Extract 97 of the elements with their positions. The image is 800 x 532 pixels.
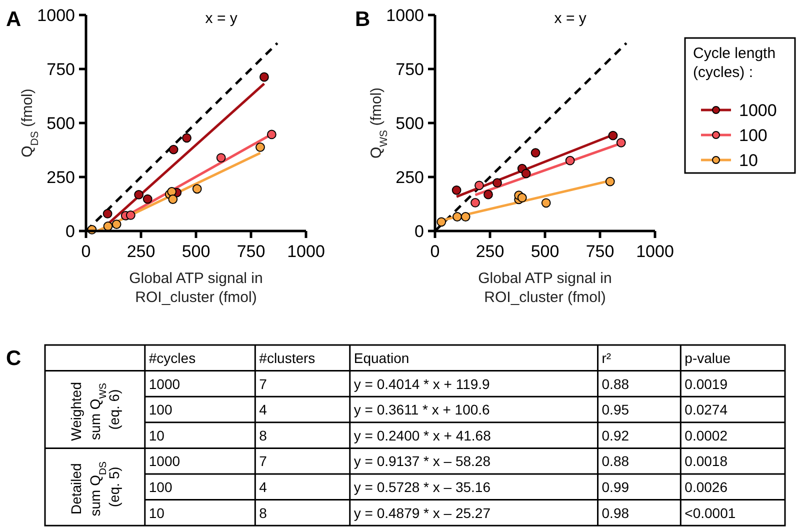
text: 0.0002 [684,427,728,444]
point [112,220,122,230]
point [436,217,446,227]
text: 0.0026 [684,479,728,495]
point [492,178,502,188]
y-tick-label: 250 [46,168,75,187]
text: 10 [148,504,164,521]
point [103,222,113,231]
category-label: #clusters [259,350,316,366]
x-tick-label: 250 [476,242,504,261]
chart-title: B [355,8,370,31]
x-tick-label: 500 [530,242,560,261]
point [192,184,202,194]
y-tick-label: 500 [46,114,75,133]
text: 0.99 [602,479,630,495]
point [541,198,551,208]
point [256,142,265,152]
y-tick-label: 0 [414,222,424,241]
text: 8 [259,504,267,521]
text: 100 [148,402,172,418]
y-tick-label: 1000 [37,6,75,25]
point [605,176,615,186]
x-tick-label: 250 [126,242,156,261]
x-axis-title: Global ATP signal in ROI_cluster (fmol) [129,270,263,306]
x-axis-title: Global ATP signal in ROI_cluster (fmol) [478,270,612,306]
chart-title: A [6,8,22,31]
point [167,186,176,196]
category-label: r² [602,350,612,366]
category-label: #cycles [148,350,196,366]
text: 8 [259,427,267,444]
text: 0.92 [602,427,630,444]
point [266,130,276,140]
text: 0.88 [602,453,630,470]
point [470,198,480,208]
x-tick-label: 0 [430,242,440,261]
text: y = 0.3611 * x + 100.6 [354,402,490,418]
legend-label: 10 [739,151,758,170]
point [474,180,484,190]
point [260,72,269,82]
point [521,168,531,178]
text: 4 [259,402,267,418]
y-tick-label: 0 [66,222,75,241]
legend-label: 1000 [739,101,777,120]
text: 0.88 [602,376,630,392]
point [182,133,192,143]
text: 1000 [148,376,180,392]
x-tick-label: 0 [81,242,91,261]
point [126,210,136,220]
legend-title: Cycle length (cycles) : [693,45,776,81]
point [168,194,178,204]
point [216,153,226,162]
point [608,130,618,140]
legend-label: 100 [739,126,768,145]
point [168,144,178,154]
text: 10 [148,427,164,444]
text: 1000 [148,453,180,470]
text: y = 0.2400 * x + 41.68 [354,427,491,444]
x-tick-label: 750 [586,242,614,261]
y-tick-label: 750 [396,60,424,79]
category-label: Equation [354,350,410,366]
point [565,156,575,166]
point [616,138,626,148]
point [142,194,152,204]
text: 100 [148,479,172,495]
point [134,190,144,200]
y-tick-label: 1000 [386,6,424,25]
x-tick-label: 750 [236,242,266,261]
text: x = y [205,10,238,27]
y-tick-label: 250 [396,168,424,187]
category-label: p-value [684,350,731,366]
x-tick-label: 1000 [636,242,674,261]
text: 7 [259,453,267,470]
point [517,193,527,202]
y-tick-label: 500 [396,114,424,133]
point [460,212,470,222]
point [452,212,462,222]
point [102,209,112,218]
text: 4 [259,479,267,495]
y-tick-label: 750 [46,60,75,79]
text: y = 0.9137 * x – 58.28 [354,453,490,470]
text: y = 0.4014 * x + 119.9 [354,376,490,392]
point [530,148,540,158]
text: 0.0274 [684,402,728,418]
text: 7 [259,376,267,392]
point [452,185,462,195]
text: <0.0001 [684,504,736,521]
text: C [6,347,22,370]
text: y = 0.4879 * x – 25.27 [354,504,490,521]
text: y = 0.5728 * x – 35.16 [354,479,490,495]
text: 0.0018 [684,453,728,470]
x-tick-label: 1000 [287,242,325,261]
text: x = y [554,10,587,27]
x-tick-label: 500 [182,242,210,261]
text: 0.95 [602,402,630,418]
text: 0.98 [602,504,630,521]
point [484,190,493,200]
text: 0.0019 [684,376,728,392]
